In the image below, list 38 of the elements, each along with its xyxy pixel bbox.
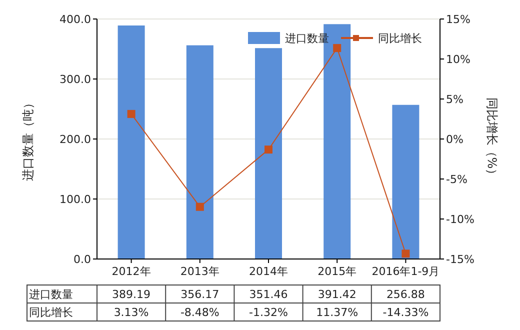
- y2-tick-label: 0%: [446, 133, 464, 146]
- x-tick-label: 2012年: [112, 265, 151, 278]
- point: [402, 250, 410, 258]
- y2-tick-label: 5%: [446, 93, 464, 106]
- point: [196, 202, 204, 211]
- y2-tick-label: 15%: [446, 13, 470, 26]
- x-tick-label: 2016年1-9月: [372, 265, 440, 278]
- text: 同比增长: [29, 306, 73, 319]
- data-label: -1.32%: [249, 306, 288, 319]
- y-tick-label: 100.0: [60, 193, 91, 206]
- data-label: 391.42: [318, 288, 356, 301]
- x-tick-label: 2014年: [249, 265, 288, 278]
- point: [264, 146, 272, 154]
- y-tick-label: 400.0: [60, 13, 91, 26]
- data-label: 351.46: [249, 288, 288, 301]
- text: 进口数量: [29, 288, 73, 301]
- data-label: 3.13%: [114, 306, 149, 319]
- legend-item: 同比增长: [341, 32, 422, 45]
- data-label: 256.88: [386, 288, 425, 301]
- y-tick-label: 0.0: [74, 253, 91, 266]
- data-label: 356.17: [180, 288, 220, 301]
- y2-tick-label: -15%: [446, 253, 474, 266]
- y-tick-label: 300.0: [60, 73, 91, 86]
- x-tick-label: 2015年: [318, 265, 357, 278]
- data-label: -14.33%: [382, 306, 429, 319]
- y-tick-label: 200.0: [60, 133, 91, 146]
- y2-tick-label: 10%: [446, 53, 470, 66]
- data-label: 389.19: [112, 288, 151, 301]
- y2-tick-label: -5%: [446, 173, 468, 186]
- y2-tick-label: -10%: [446, 213, 474, 226]
- y-axis-title: 进口数量（吨）: [21, 97, 35, 181]
- x-tick-label: 2013年: [180, 265, 220, 278]
- point: [127, 110, 136, 118]
- data-label: 11.37%: [316, 306, 358, 319]
- legend-label: 同比增长: [378, 32, 422, 45]
- point: [333, 44, 342, 52]
- data-label: -8.48%: [180, 306, 220, 319]
- y2-axis-title: 同比增长（%）: [485, 97, 499, 181]
